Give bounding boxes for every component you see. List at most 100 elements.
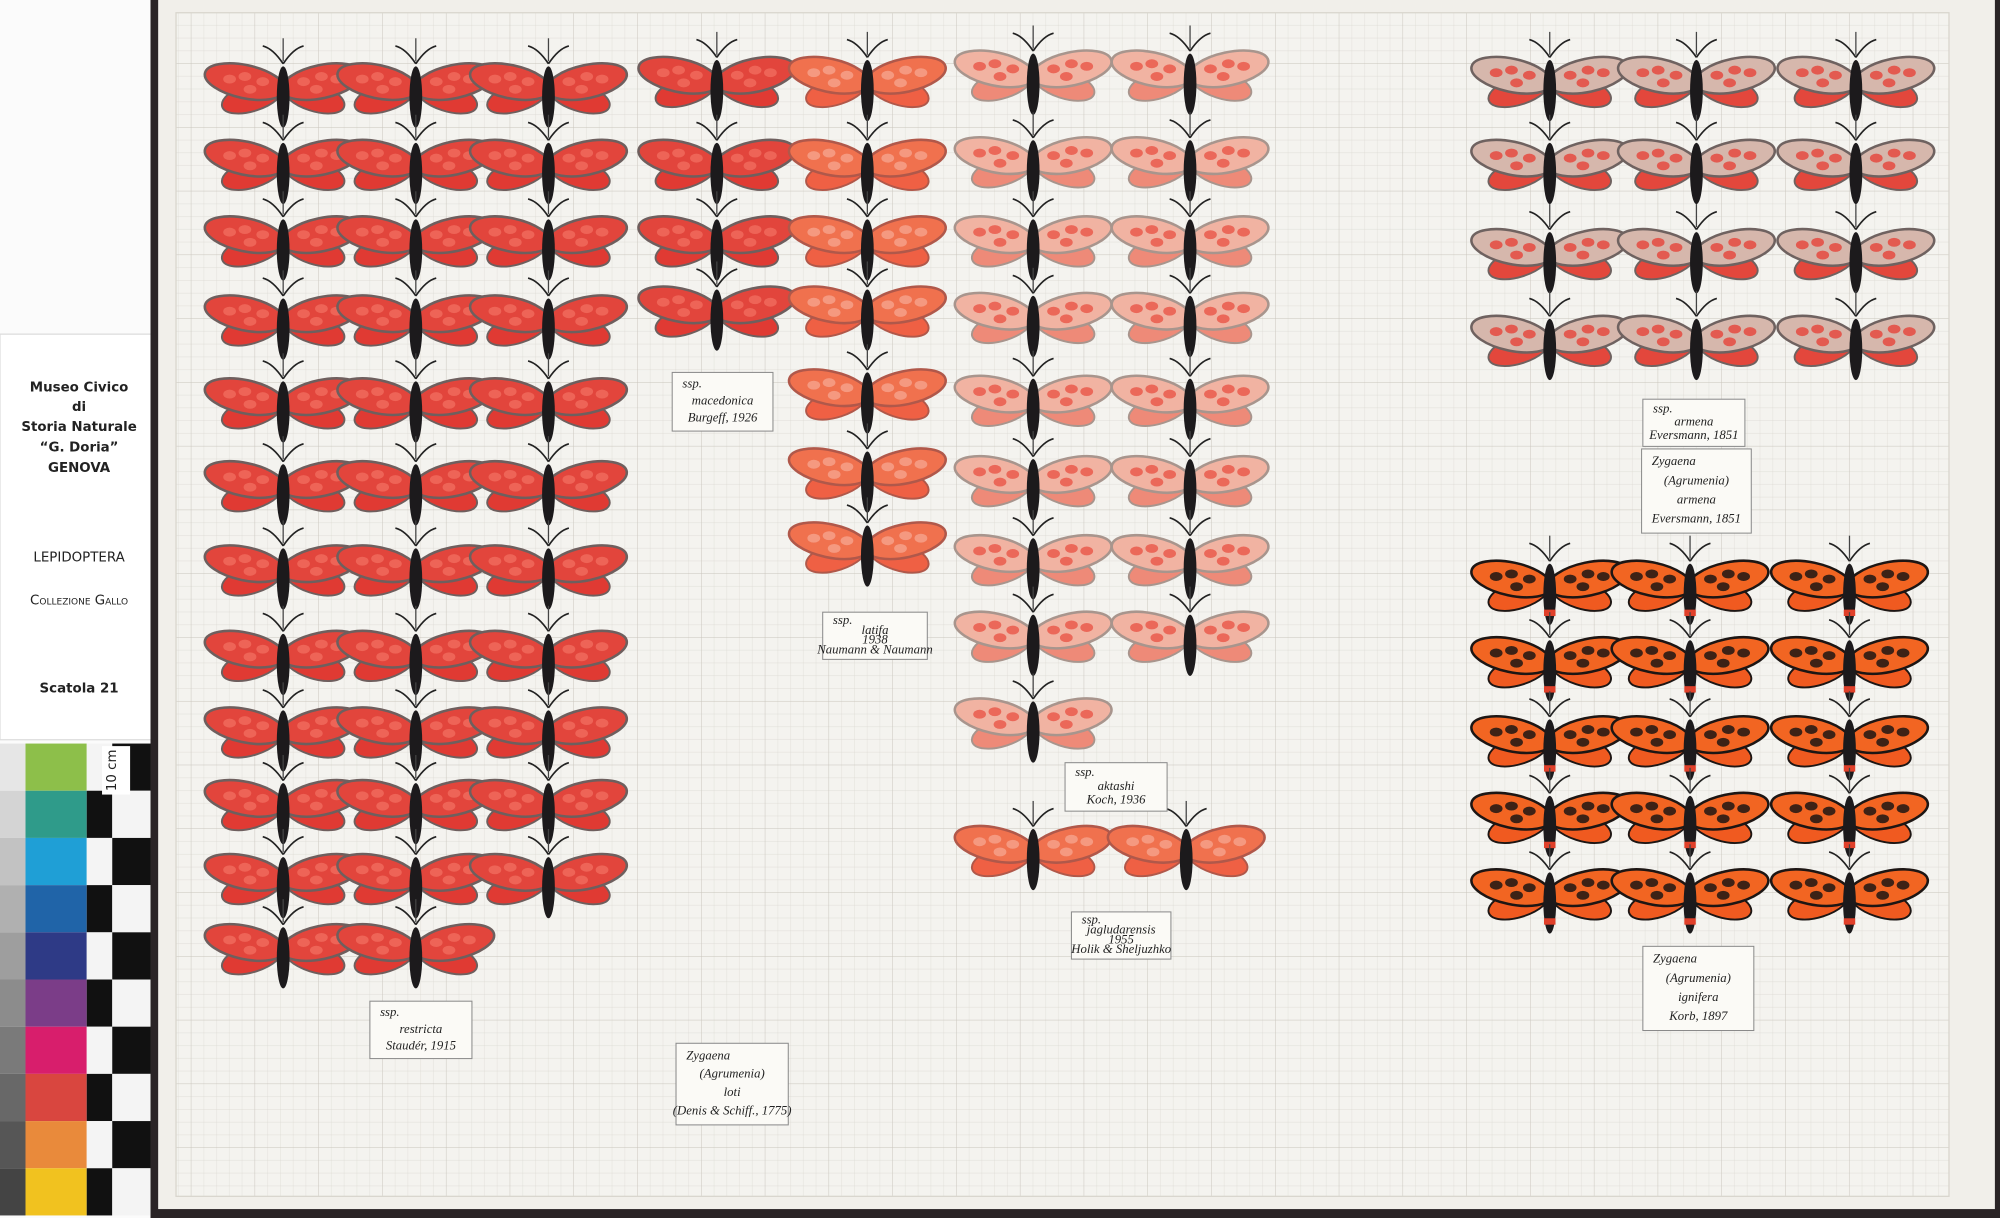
wing-spot (1080, 227, 1094, 237)
specimens (203, 25, 1936, 989)
label-line: ssp. (1075, 765, 1095, 779)
wing-spot (973, 387, 986, 397)
wing-spot (881, 230, 895, 240)
color-patch (25, 1168, 87, 1216)
wing-spot (521, 392, 535, 402)
wing-spot (840, 153, 854, 163)
wing-spot (1663, 574, 1677, 584)
wing-spot (1146, 847, 1160, 857)
wing-spot (1704, 651, 1717, 661)
wing-spot (595, 151, 609, 161)
antenna (1695, 210, 1718, 231)
wing-spot (238, 225, 252, 235)
wing-spot (1651, 237, 1665, 247)
wing-spot (521, 793, 535, 803)
antenna (262, 612, 284, 632)
wing-spot (297, 721, 310, 731)
body (1849, 59, 1863, 122)
wing-spot (238, 72, 252, 81)
specimen (1776, 290, 1936, 381)
wing-spot (376, 161, 390, 171)
wing-spot (881, 462, 895, 472)
antenna (1675, 38, 1698, 58)
wing-spot (521, 867, 535, 877)
grey-patch (0, 885, 26, 933)
label-line: (Agrumenia) (1666, 971, 1731, 985)
museum-line: Museo Civico (30, 381, 129, 396)
ruler-cell (86, 790, 113, 838)
wing-spot (1237, 546, 1250, 556)
wing-spot (1221, 225, 1235, 235)
specimen (1110, 350, 1270, 441)
wing-spot (677, 237, 691, 247)
antenna (1689, 851, 1711, 871)
body (1543, 318, 1557, 381)
wing-spot (1816, 337, 1830, 347)
wing-spot (243, 482, 257, 492)
wing-spot (1510, 582, 1523, 592)
specimen (1769, 844, 1930, 934)
color-patch (25, 979, 87, 1027)
wing-spot (1059, 237, 1073, 247)
specimen (1470, 204, 1630, 294)
body (1183, 295, 1197, 358)
wing-spot (297, 867, 310, 877)
wing-spot (1811, 324, 1824, 334)
wing-spot (580, 387, 594, 397)
wing-spot (656, 227, 670, 237)
wing-spot (315, 304, 328, 314)
antenna (282, 835, 304, 855)
antenna (527, 612, 550, 632)
wing-spot (447, 387, 461, 397)
specimen (203, 436, 363, 526)
wing-spot (1130, 623, 1143, 632)
wing-spot (1816, 250, 1830, 260)
wing-spot (488, 389, 502, 399)
antenna (282, 121, 304, 141)
wing-spot (1650, 814, 1664, 824)
wing-spot (1080, 61, 1094, 71)
specimen (787, 31, 947, 122)
wing-spot (1065, 146, 1078, 155)
wing-spot (256, 392, 270, 402)
body (1849, 232, 1863, 294)
wing-spot (1163, 625, 1177, 635)
wing-spot (988, 301, 1002, 311)
antenna (395, 906, 417, 926)
color-chart (0, 743, 151, 1216)
wing-spot (562, 230, 576, 240)
body (276, 381, 290, 443)
antenna (866, 121, 888, 141)
wing-spot (315, 469, 328, 479)
wing-spot (1881, 725, 1895, 734)
wing-spot (748, 65, 762, 75)
antenna (866, 268, 888, 288)
wing-spot (429, 793, 443, 803)
wing-spot (748, 295, 762, 305)
antenna (415, 527, 437, 547)
body (710, 142, 724, 205)
wing-spot (389, 230, 402, 240)
body (276, 66, 290, 128)
body (1183, 538, 1197, 600)
wing-spot (447, 788, 461, 798)
wing-spot (488, 472, 502, 482)
wing-spot (1505, 65, 1518, 75)
wing-spot (899, 295, 912, 305)
label-line: Zygaena (1652, 454, 1696, 468)
wing-spot (508, 482, 522, 492)
wing-spot (1489, 648, 1503, 658)
wing-spot (595, 718, 609, 728)
antenna (1828, 619, 1851, 639)
wing-spot (376, 399, 390, 409)
wing-spot (764, 68, 777, 78)
wing-spot (1789, 727, 1803, 737)
antenna (1032, 274, 1054, 294)
wing-spot (914, 380, 928, 390)
abdomen-band (1843, 686, 1856, 693)
antenna (1828, 851, 1851, 871)
wing-spot (447, 72, 461, 81)
wing-spot (580, 639, 594, 649)
wing-spot (315, 148, 328, 158)
